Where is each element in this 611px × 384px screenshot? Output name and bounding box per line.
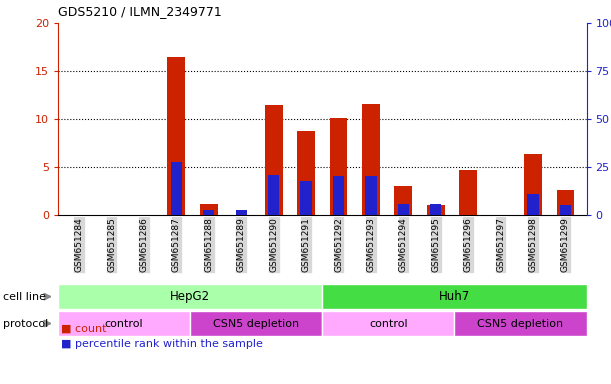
Text: cell line: cell line [3,291,46,302]
Bar [365,176,376,215]
Bar [203,210,214,215]
Bar [362,104,380,215]
Text: GSM651295: GSM651295 [431,217,441,272]
Text: GSM651294: GSM651294 [399,217,408,272]
Bar [560,205,571,215]
Bar [301,182,312,215]
Text: Huh7: Huh7 [439,290,470,303]
Bar [268,175,279,215]
Bar [524,154,542,215]
Text: GSM651297: GSM651297 [496,217,505,272]
Text: GSM651291: GSM651291 [302,217,310,272]
Bar [170,162,182,215]
Bar [265,104,282,215]
Bar [329,118,348,215]
Bar [58,284,323,309]
Bar [557,190,574,215]
Bar [200,204,218,215]
Text: GSM651296: GSM651296 [464,217,473,272]
Text: GSM651289: GSM651289 [236,217,246,272]
Text: GSM651292: GSM651292 [334,217,343,272]
Text: GSM651288: GSM651288 [204,217,213,272]
Text: GSM651290: GSM651290 [269,217,278,272]
Text: GSM651285: GSM651285 [107,217,116,272]
Text: GSM651286: GSM651286 [139,217,148,272]
Bar [323,284,587,309]
Bar [333,176,344,215]
Bar [455,311,587,336]
Bar [395,186,412,215]
Text: ■ percentile rank within the sample: ■ percentile rank within the sample [61,339,263,349]
Bar [323,311,455,336]
Text: control: control [105,318,144,329]
Bar [297,131,315,215]
Text: CSN5 depletion: CSN5 depletion [477,318,563,329]
Bar [427,205,445,215]
Bar [167,56,185,215]
Text: GSM651299: GSM651299 [561,217,570,272]
Bar [236,210,247,215]
Text: GSM651298: GSM651298 [529,217,538,272]
Text: GSM651284: GSM651284 [75,217,84,272]
Text: control: control [369,318,408,329]
Text: GSM651287: GSM651287 [172,217,181,272]
Bar [430,204,442,215]
Bar [58,311,190,336]
Text: ■ count: ■ count [61,324,106,334]
Text: GDS5210 / ILMN_2349771: GDS5210 / ILMN_2349771 [58,5,222,18]
Bar [527,194,539,215]
Text: GSM651293: GSM651293 [367,217,375,272]
Text: HepG2: HepG2 [170,290,210,303]
Bar [398,204,409,215]
Bar [190,311,323,336]
Bar [459,170,477,215]
Text: protocol: protocol [3,318,48,329]
Text: CSN5 depletion: CSN5 depletion [213,318,299,329]
